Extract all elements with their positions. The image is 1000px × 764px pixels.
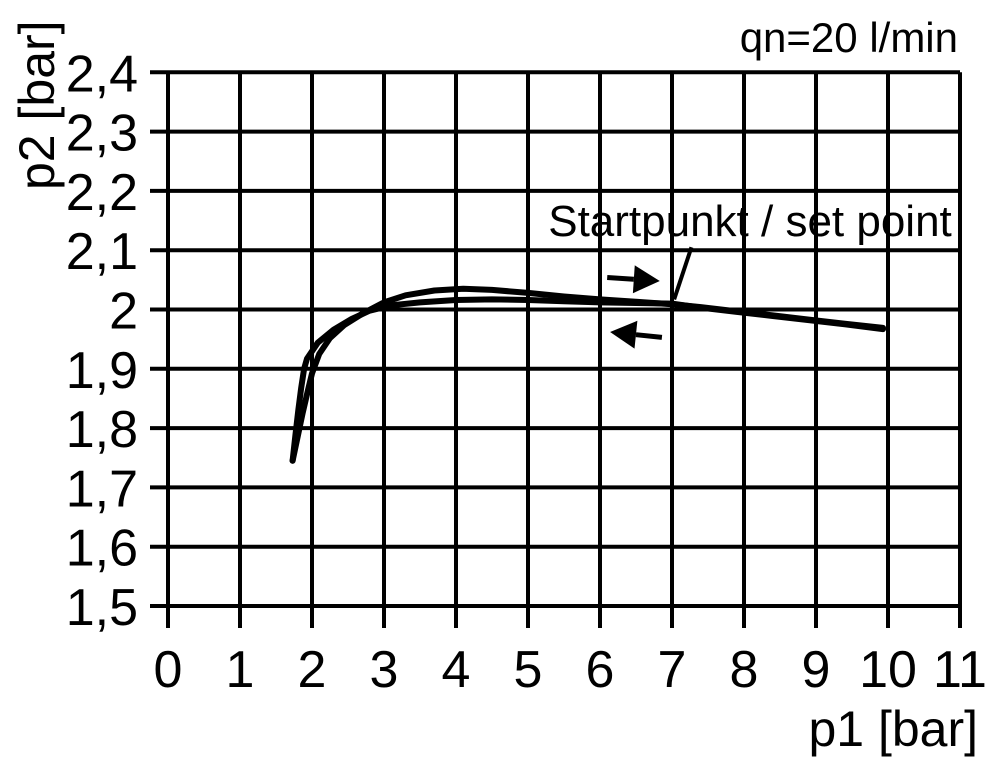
arrow-left-icon-head (610, 320, 638, 349)
arrow-right-icon-head (632, 265, 660, 294)
annotation-graphics (607, 246, 694, 349)
set-point-annotation-label: Startpunkt / set point (548, 197, 952, 246)
x-tick-label: 6 (586, 641, 615, 699)
grid-lines: 2,42,32,22,121,91,81,71,61,50 1 2 3 4 5 6 7 8 9 10… (66, 45, 987, 699)
y-tick-label: 1,5 (66, 579, 138, 637)
chart-title: qn=20 l/min (740, 14, 958, 61)
set-point-leader-line (672, 246, 694, 301)
arrow-right-icon-shaft (607, 274, 634, 282)
y-tick-label: 1,8 (66, 401, 138, 459)
x-tick-label: 9 (802, 641, 831, 699)
y-tick-label: 2,4 (66, 45, 138, 103)
x-tick-label: 4 (442, 641, 471, 699)
y-tick-label: 2,3 (66, 105, 138, 163)
y-tick-label: 2 (109, 283, 138, 341)
y-tick-label: 1,7 (66, 460, 138, 518)
y-tick-label: 2,2 (66, 164, 138, 222)
x-tick-label: 0 (154, 641, 183, 699)
x-tick-label: 7 (658, 641, 687, 699)
curve-forward-branch (289, 285, 886, 464)
y-tick-label: 1,9 (66, 342, 138, 400)
curve-return-branch (289, 296, 886, 464)
hysteresis-curves (289, 285, 886, 464)
y-tick-label: 2,1 (66, 223, 138, 281)
x-axis-label: p1 [bar] (808, 701, 978, 757)
arrow-left-icon-shaft (635, 332, 663, 340)
x-tick-label: 1 (226, 641, 255, 699)
x-tick-label: 11 (933, 641, 987, 699)
x-tick-label: 8 (730, 641, 759, 699)
y-tick-label: 1,6 (66, 520, 138, 578)
y-axis-label: p2 [bar] (9, 20, 65, 190)
x-tick-label: 2 (298, 641, 327, 699)
x-tick-label: 3 (370, 641, 399, 699)
x-tick-label: 10 (859, 641, 917, 699)
x-tick-label: 5 (514, 641, 543, 699)
